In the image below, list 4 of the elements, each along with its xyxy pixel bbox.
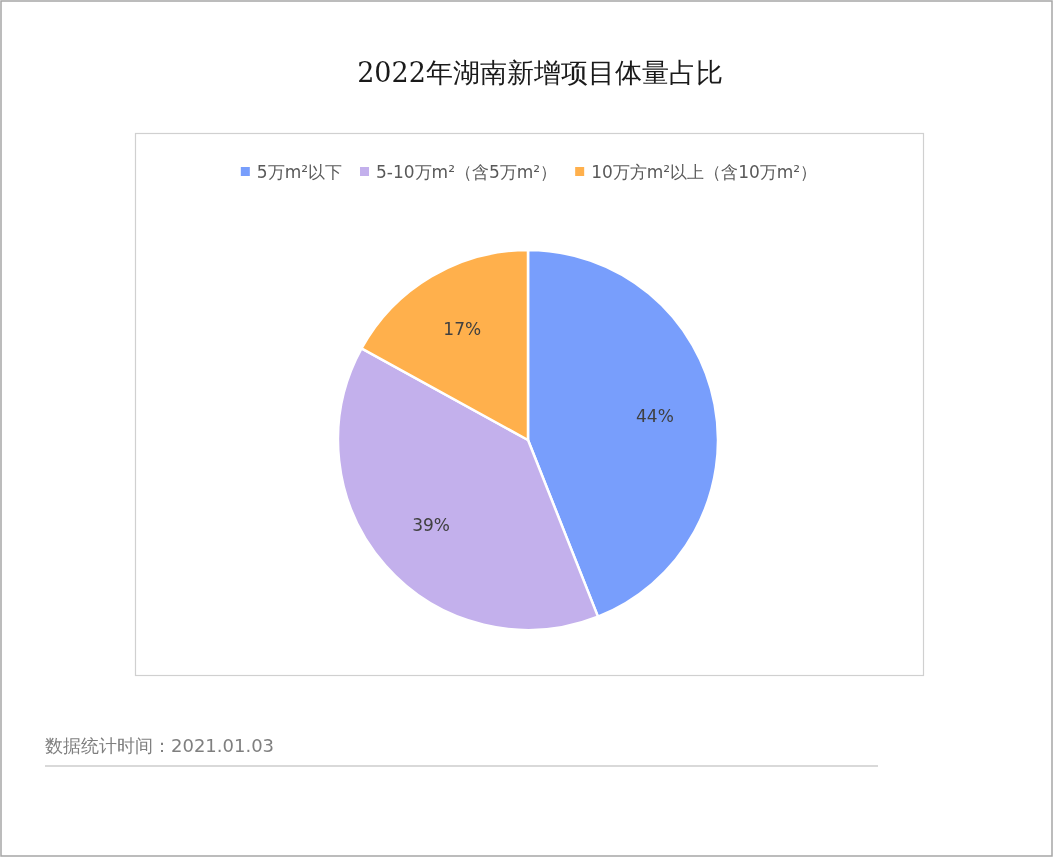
- legend-label: 10万方m²以上（含10万m²）: [591, 162, 818, 182]
- title: 2022年湖南新增项目体量占比: [357, 57, 723, 88]
- legend-label: 5万m²以下: [256, 162, 343, 182]
- legend-label: 5-10万m²（含5万m²）: [376, 162, 558, 182]
